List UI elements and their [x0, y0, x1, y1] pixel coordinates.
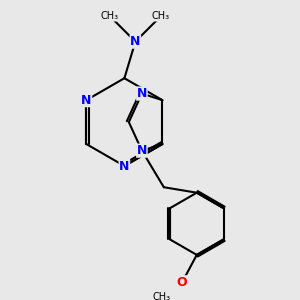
Text: N: N: [130, 35, 141, 48]
Text: CH₃: CH₃: [153, 292, 171, 300]
Text: N: N: [81, 94, 92, 107]
Text: CH₃: CH₃: [101, 11, 119, 21]
Text: N: N: [119, 160, 130, 172]
Text: CH₃: CH₃: [152, 11, 170, 21]
Text: N: N: [137, 87, 147, 100]
Text: O: O: [177, 276, 188, 289]
Text: N: N: [137, 144, 147, 157]
